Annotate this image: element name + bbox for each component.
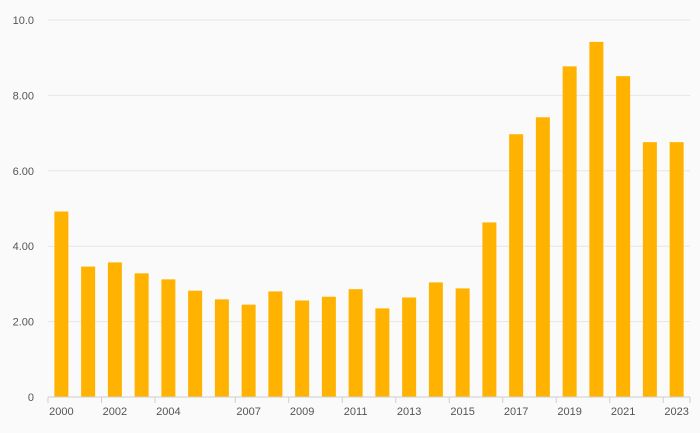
bar-2019 xyxy=(562,66,577,398)
bar-2023 xyxy=(669,142,684,397)
bar-2010 xyxy=(321,296,336,397)
bar-2004 xyxy=(161,279,176,397)
x-tick-label: 2009 xyxy=(290,406,314,418)
bar-2008 xyxy=(268,291,283,397)
bar-2007 xyxy=(241,304,256,397)
x-axis: 2000 2002 2004 2007 2009 2011 2013 2015 2017 2019… xyxy=(47,396,691,418)
bar-2014 xyxy=(428,282,443,397)
bar-2006 xyxy=(214,299,229,397)
x-tick-label: 2015 xyxy=(450,406,474,418)
x-tick-label: 2013 xyxy=(397,406,421,418)
bar-2020 xyxy=(589,41,604,398)
bar-series xyxy=(54,41,684,398)
x-tick-label: 2000 xyxy=(49,406,73,418)
bar-2013 xyxy=(402,297,417,397)
x-tick-label: 2017 xyxy=(504,406,528,418)
y-tick-label: 6.00 xyxy=(13,166,34,178)
x-tick-label: 2004 xyxy=(156,406,180,418)
bar-2009 xyxy=(295,300,310,397)
y-tick-label: 8.00 xyxy=(13,90,34,102)
x-tick-label: 2021 xyxy=(611,406,635,418)
x-tick-label: 2019 xyxy=(557,406,581,418)
x-tick-label: 2011 xyxy=(344,406,368,418)
y-tick-label: 2.00 xyxy=(13,317,34,329)
bar-2011 xyxy=(348,289,363,397)
bar-2017 xyxy=(509,134,524,398)
bar-2002 xyxy=(107,262,122,397)
bar-2003 xyxy=(134,273,149,397)
bar-2021 xyxy=(616,76,631,398)
bar-2016 xyxy=(482,222,497,397)
bar-2015 xyxy=(455,288,470,397)
bar-2001 xyxy=(81,266,96,397)
bar-2000 xyxy=(54,211,69,397)
y-axis: 0 2.00 4.00 6.00 8.00 10.0 xyxy=(13,15,34,404)
bar-2018 xyxy=(535,117,550,398)
y-gridlines xyxy=(48,19,690,323)
x-tick-label: 2002 xyxy=(103,406,127,418)
x-tick-label: 2007 xyxy=(236,406,260,418)
y-tick-label: 0 xyxy=(28,392,34,404)
bar-2012 xyxy=(375,308,390,397)
bar-2022 xyxy=(642,142,657,397)
bar-2005 xyxy=(188,290,203,397)
x-tick-label: 2023 xyxy=(664,406,688,418)
y-tick-label: 4.00 xyxy=(13,241,34,253)
y-tick-label: 10.0 xyxy=(13,15,34,27)
